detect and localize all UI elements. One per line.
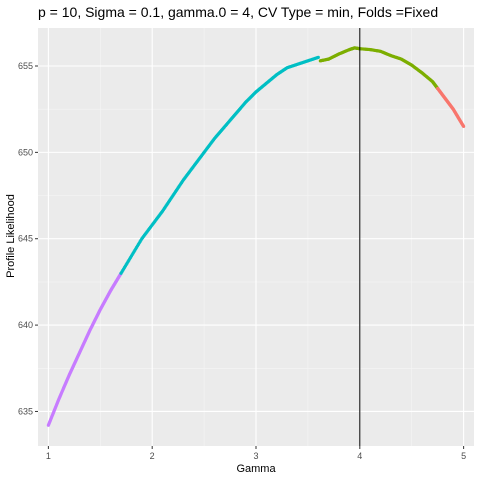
- x-tick-label: 1: [46, 451, 51, 461]
- x-axis-ticks: 1 2 3 4 5: [46, 446, 466, 461]
- y-tick-label: 640: [18, 320, 33, 330]
- x-tick-label: 2: [150, 451, 155, 461]
- data-point: [316, 55, 320, 59]
- y-tick-label: 635: [18, 406, 33, 416]
- y-tick-label: 645: [18, 234, 33, 244]
- y-axis-title: Profile Likelihood: [5, 194, 17, 278]
- x-axis-title: Gamma: [236, 463, 276, 475]
- x-tick-label: 4: [357, 451, 362, 461]
- y-tick-label: 650: [18, 147, 33, 157]
- x-tick-label: 5: [461, 451, 466, 461]
- x-tick-label: 3: [253, 451, 258, 461]
- major-gridlines: [38, 28, 474, 446]
- data-point: [462, 124, 466, 129]
- data-points: [46, 46, 466, 427]
- chart-title: p = 10, Sigma = 0.1, gamma.0 = 4, CV Typ…: [38, 4, 438, 20]
- y-axis-ticks: 635 640 645 650 655: [18, 61, 38, 416]
- y-tick-label: 655: [18, 61, 33, 71]
